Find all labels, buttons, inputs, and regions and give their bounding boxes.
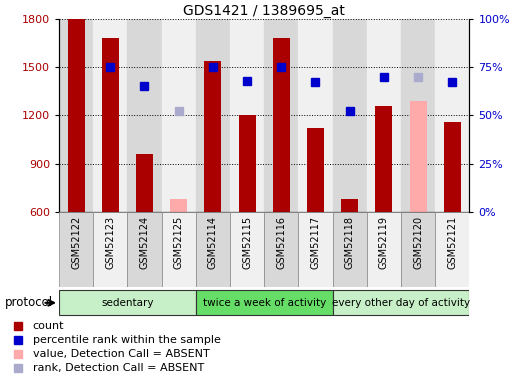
Title: GDS1421 / 1389695_at: GDS1421 / 1389695_at	[183, 4, 345, 18]
Text: sedentary: sedentary	[101, 298, 154, 308]
Bar	[136, 154, 153, 212]
Bar	[409, 101, 427, 212]
Text: GSM52119: GSM52119	[379, 216, 389, 268]
Bar	[196, 212, 230, 287]
Text: rank, Detection Call = ABSENT: rank, Detection Call = ABSENT	[33, 363, 204, 373]
Bar	[162, 19, 196, 212]
Bar	[341, 199, 358, 212]
Text: GSM52118: GSM52118	[345, 216, 354, 268]
Bar	[102, 38, 119, 212]
Bar	[127, 19, 162, 212]
Text: GSM52123: GSM52123	[105, 216, 115, 269]
Bar	[170, 199, 187, 212]
Bar	[93, 212, 127, 287]
Bar	[367, 19, 401, 212]
Bar	[332, 290, 469, 315]
Text: GSM52122: GSM52122	[71, 216, 81, 269]
Bar	[68, 19, 85, 212]
Text: GSM52115: GSM52115	[242, 216, 252, 269]
Text: twice a week of activity: twice a week of activity	[203, 298, 326, 308]
Text: GSM52125: GSM52125	[174, 216, 184, 269]
Bar	[332, 19, 367, 212]
Bar	[196, 19, 230, 212]
Bar	[401, 19, 435, 212]
Bar	[239, 116, 255, 212]
Bar	[376, 106, 392, 212]
Bar	[59, 290, 196, 315]
Text: GSM52116: GSM52116	[277, 216, 286, 268]
Bar	[162, 212, 196, 287]
Bar	[230, 212, 264, 287]
Text: every other day of activity: every other day of activity	[332, 298, 470, 308]
Text: GSM52124: GSM52124	[140, 216, 149, 269]
Bar	[401, 212, 435, 287]
Bar	[367, 212, 401, 287]
Text: GSM52117: GSM52117	[310, 216, 321, 269]
Bar	[196, 290, 332, 315]
Bar	[332, 212, 367, 287]
Bar	[444, 122, 461, 212]
Bar	[230, 19, 264, 212]
Text: GSM52120: GSM52120	[413, 216, 423, 269]
Text: GSM52121: GSM52121	[447, 216, 457, 269]
Bar	[435, 212, 469, 287]
Text: value, Detection Call = ABSENT: value, Detection Call = ABSENT	[33, 349, 209, 359]
Bar	[299, 19, 332, 212]
Bar	[59, 212, 93, 287]
Text: protocol: protocol	[5, 296, 53, 309]
Text: percentile rank within the sample: percentile rank within the sample	[33, 335, 221, 345]
Text: count: count	[33, 321, 64, 332]
Bar	[204, 61, 222, 212]
Bar	[273, 38, 290, 212]
Bar	[59, 19, 93, 212]
Bar	[93, 19, 127, 212]
Bar	[264, 19, 299, 212]
Text: GSM52114: GSM52114	[208, 216, 218, 268]
Bar	[307, 128, 324, 212]
Bar	[264, 212, 299, 287]
Bar	[127, 212, 162, 287]
Bar	[435, 19, 469, 212]
Bar	[299, 212, 332, 287]
